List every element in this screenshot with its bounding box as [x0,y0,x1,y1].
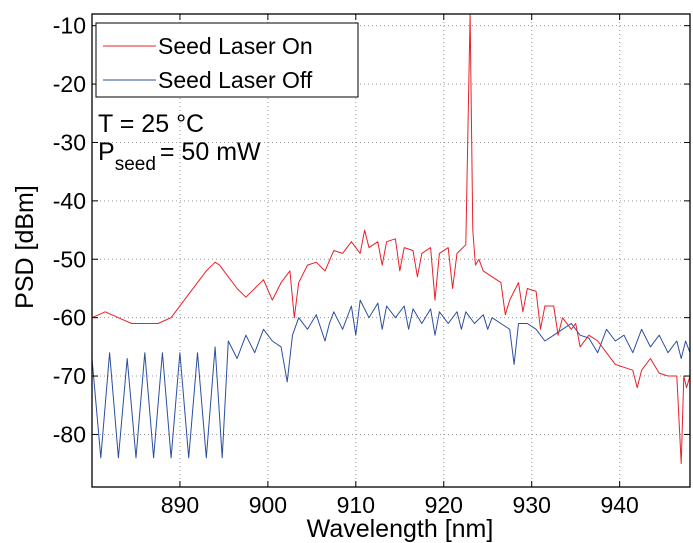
y-tick-label: -10 [53,13,86,39]
x-tick-label: 900 [249,492,287,518]
x-tick-label: 910 [337,492,375,518]
y-tick-label: -70 [53,363,86,389]
x-tick-label: 890 [161,492,199,518]
y-tick-label: -40 [53,188,86,214]
power-subscript: seed [115,154,156,175]
axis-ticks: 890 900 910 920 930 940 -10 -20 -30 -40 -50 -60 -70 -… [53,13,690,518]
temperature-annotation: T = 25 °C [98,110,204,138]
y-tick-label: -50 [53,246,86,272]
y-tick-label: -80 [53,421,86,447]
seed-power-annotation: Pseed = 50 mW [98,138,261,175]
legend-box [95,22,359,98]
series-line-seed-laser-on [91,13,691,465]
x-tick-label: 930 [513,492,551,518]
y-tick-label: -20 [53,71,86,97]
x-tick-label: 940 [600,492,638,518]
x-axis-title: Wavelength [nm] [307,515,494,543]
y-tick-label: -30 [53,129,86,155]
legend-label-seed-on: Seed Laser On [158,33,313,59]
axes-box [91,13,691,488]
power-symbol: P [98,138,115,166]
legend-label-seed-off: Seed Laser Off [158,67,313,93]
x-tick-label: 920 [425,492,463,518]
y-tick-label: -60 [53,305,86,331]
legend: Seed Laser On Seed Laser Off [95,22,359,98]
power-value: = 50 mW [160,138,261,166]
y-axis-title: PSD [dBm] [11,185,39,309]
series-layer [91,13,691,465]
